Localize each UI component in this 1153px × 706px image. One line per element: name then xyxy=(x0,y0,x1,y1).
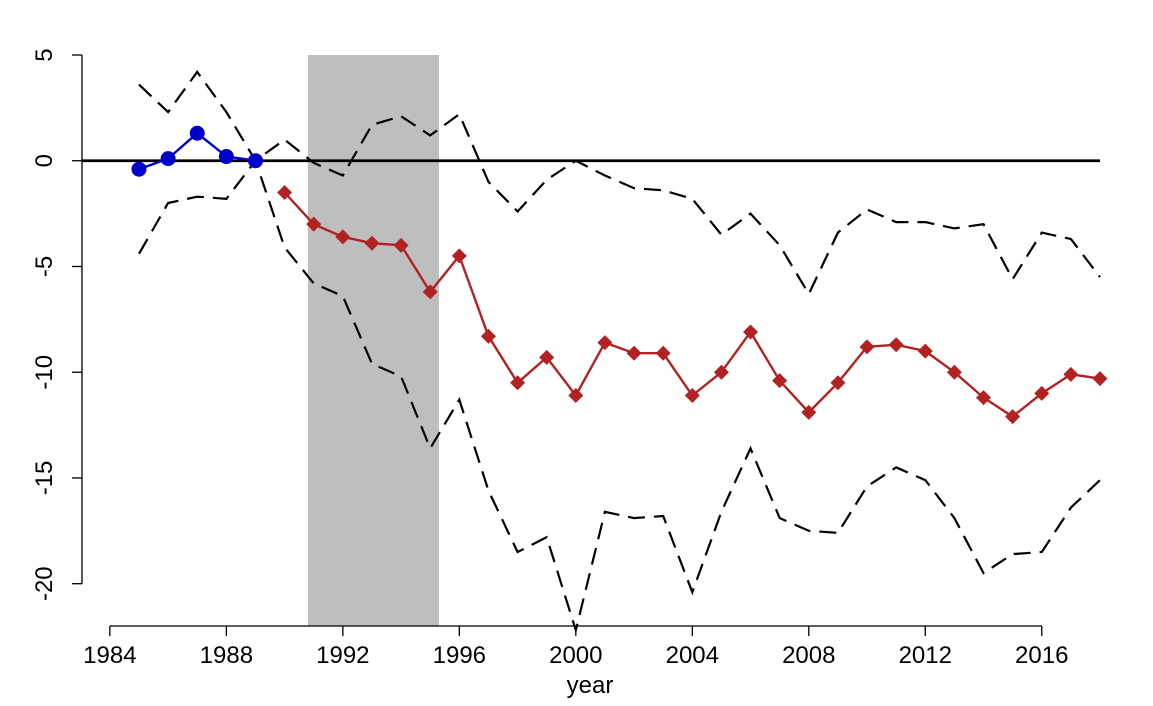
pre-period-point xyxy=(131,161,147,177)
x-tick-label: 2000 xyxy=(549,642,602,669)
x-tick-label: 2012 xyxy=(899,642,952,669)
post-period-point xyxy=(684,387,700,403)
post-period-point xyxy=(859,339,875,355)
post-period-point xyxy=(1063,366,1079,382)
post-period-point xyxy=(801,404,817,420)
y-tick-label: -10 xyxy=(31,355,58,390)
post-period-point xyxy=(539,349,555,365)
x-axis-title: year xyxy=(567,672,614,699)
pre-period-point xyxy=(247,153,263,169)
pre-period-point xyxy=(160,151,176,167)
post-period-point xyxy=(946,364,962,380)
x-tick-label: 2004 xyxy=(666,642,719,669)
y-tick-label: -5 xyxy=(31,256,58,277)
post-period-point xyxy=(1034,385,1050,401)
post-period-point xyxy=(1005,409,1021,425)
y-tick-label: -15 xyxy=(31,461,58,496)
pre-period-point xyxy=(189,125,205,141)
upper-bound-line xyxy=(138,70,1101,297)
shaded-period-band xyxy=(307,55,439,626)
post-period-point xyxy=(393,237,409,253)
post-period-point xyxy=(364,235,380,251)
post-period-point xyxy=(655,345,671,361)
post-period-point xyxy=(830,375,846,391)
post-period-point xyxy=(568,387,584,403)
post-period-point xyxy=(888,337,904,353)
post-period-point xyxy=(976,390,992,406)
post-period-point xyxy=(597,335,613,351)
post-period-point xyxy=(1092,371,1108,387)
x-tick-label: 1996 xyxy=(433,642,486,669)
post-period-point xyxy=(626,345,642,361)
post-period-point xyxy=(422,284,438,300)
post-period-point xyxy=(480,328,496,344)
post-period-point xyxy=(772,373,788,389)
post-period-point xyxy=(277,184,293,200)
series-layer xyxy=(131,70,1108,635)
y-tick-label: -20 xyxy=(31,566,58,601)
post-period-point xyxy=(917,343,933,359)
x-tick-label: 1984 xyxy=(83,642,136,669)
post-period-point xyxy=(510,375,526,391)
post-period-point xyxy=(743,324,759,340)
post-period-point xyxy=(306,216,322,232)
x-tick-label: 1988 xyxy=(200,642,253,669)
lower-bound-line xyxy=(138,158,1101,635)
y-tick-label: 5 xyxy=(31,48,58,61)
x-tick-label: 2016 xyxy=(1015,642,1068,669)
post-period-point xyxy=(451,248,467,264)
post-period-point xyxy=(335,229,351,245)
shaded-period-band-layer xyxy=(307,55,439,626)
x-tick-label: 2008 xyxy=(782,642,835,669)
y-tick-label: 0 xyxy=(31,154,58,167)
pre-period-point xyxy=(218,149,234,165)
axes-layer: 5 0 -5 -10 -15 -20 1984 1988 1992 1996 2000 2004 200… xyxy=(31,48,1068,669)
x-tick-label: 1992 xyxy=(316,642,369,669)
post-period-point xyxy=(713,364,729,380)
